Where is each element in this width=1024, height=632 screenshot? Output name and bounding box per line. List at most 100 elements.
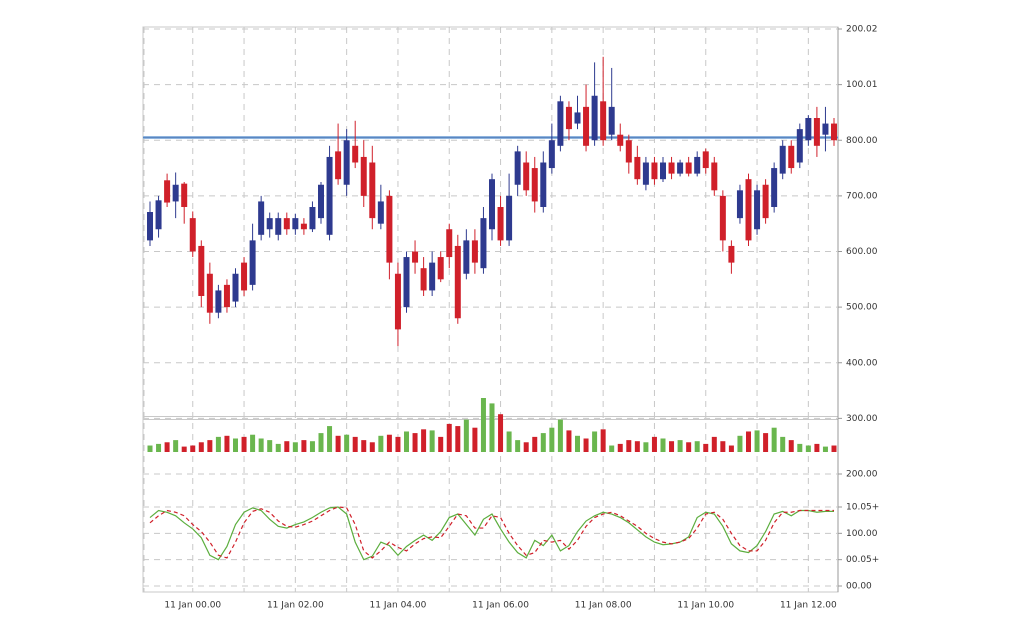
volume-bar bbox=[592, 431, 598, 452]
volume-bar bbox=[446, 423, 452, 452]
volume-bar bbox=[438, 436, 444, 452]
x-tick-label: 11 Jan 06.00 bbox=[472, 601, 529, 611]
volume-bar bbox=[421, 429, 427, 452]
x-tick-label: 11 Jan 12.00 bbox=[780, 601, 837, 611]
candle-body bbox=[292, 218, 299, 230]
volume-bar bbox=[754, 430, 760, 452]
volume-bar bbox=[575, 435, 580, 452]
y-tick-label: 100.00 bbox=[846, 529, 878, 539]
y-tick-label: 100.01 bbox=[846, 80, 878, 90]
candle-body bbox=[489, 179, 495, 230]
volume-bar bbox=[694, 441, 700, 452]
volume-bar bbox=[429, 430, 435, 452]
volume-bar bbox=[822, 446, 828, 452]
volume-bar bbox=[284, 441, 290, 452]
volume-bar bbox=[797, 443, 803, 452]
volume-bar bbox=[617, 443, 623, 452]
volume-bar bbox=[540, 433, 546, 452]
candle-body bbox=[583, 106, 590, 146]
candle-body bbox=[548, 140, 555, 169]
volume-bar bbox=[292, 442, 298, 452]
volume-bar bbox=[327, 426, 333, 452]
volume-bar bbox=[609, 445, 615, 452]
candle-body bbox=[608, 106, 615, 135]
candle-body bbox=[822, 123, 829, 135]
candle-body bbox=[318, 184, 324, 219]
volume-bar bbox=[600, 429, 606, 452]
oscillator-line bbox=[149, 506, 834, 561]
volume-bar bbox=[634, 441, 640, 452]
candle-body bbox=[215, 290, 222, 313]
candle-body bbox=[728, 245, 735, 263]
y-tick-label: 400.00 bbox=[846, 358, 878, 368]
candle-body bbox=[206, 273, 213, 313]
candle-body bbox=[719, 195, 726, 241]
volume-bar bbox=[566, 430, 572, 452]
volume-bar bbox=[472, 427, 478, 452]
oscillator-line bbox=[149, 506, 834, 559]
volume-bar bbox=[626, 440, 632, 452]
y-tick-label: 10.05+ bbox=[846, 503, 879, 513]
candle-body bbox=[446, 229, 453, 258]
candle-body bbox=[189, 218, 196, 252]
y-tick-label: 300.00 bbox=[846, 414, 878, 424]
volume-bar bbox=[301, 440, 307, 452]
candle-body bbox=[258, 201, 265, 235]
volume-bar bbox=[506, 431, 512, 452]
candle-body bbox=[326, 156, 333, 235]
volume-bar bbox=[643, 442, 649, 452]
candle-body bbox=[386, 195, 393, 263]
candle-body bbox=[660, 162, 666, 180]
candle-body bbox=[651, 162, 658, 180]
volume-bar bbox=[190, 445, 196, 452]
candle-body bbox=[377, 201, 384, 224]
volume-bar bbox=[814, 443, 820, 452]
volume-bar bbox=[557, 419, 563, 452]
volume-bar bbox=[515, 440, 521, 452]
volume-bar bbox=[309, 441, 315, 452]
candle-body bbox=[223, 284, 230, 308]
candle-body bbox=[394, 273, 401, 330]
candle-body bbox=[805, 118, 812, 141]
volume-bar bbox=[352, 436, 358, 452]
y-tick-label: 00.00 bbox=[846, 582, 872, 592]
volume-bar bbox=[686, 442, 692, 452]
candle-body bbox=[831, 123, 837, 141]
candle-body bbox=[779, 145, 786, 174]
candle-body bbox=[574, 112, 581, 124]
x-tick-label: 11 Jan 00.00 bbox=[164, 601, 221, 611]
candle-body bbox=[412, 251, 419, 263]
candle-body bbox=[668, 162, 675, 174]
candle-body bbox=[531, 168, 538, 202]
volume-bar bbox=[224, 435, 230, 452]
candle-body bbox=[506, 195, 513, 241]
candle-body bbox=[514, 151, 521, 185]
candle-body bbox=[181, 183, 188, 207]
y-tick-label: 600.00 bbox=[846, 247, 878, 257]
candle-body bbox=[694, 156, 701, 174]
candle-body bbox=[685, 162, 692, 174]
volume-bar bbox=[258, 438, 264, 452]
candle-body bbox=[711, 162, 718, 191]
volume-bar bbox=[181, 446, 187, 452]
candle-body bbox=[335, 151, 342, 180]
candle-body bbox=[702, 151, 709, 169]
candle-body bbox=[634, 156, 641, 180]
volume-bar bbox=[412, 433, 418, 452]
candle-body bbox=[557, 101, 564, 146]
volume-bar bbox=[173, 440, 179, 452]
volume-bar bbox=[275, 443, 281, 452]
candle-body bbox=[147, 212, 153, 241]
candle-body bbox=[591, 95, 598, 141]
volume-bar bbox=[746, 431, 751, 452]
volume-bar bbox=[250, 434, 256, 452]
volume-bar bbox=[344, 434, 350, 452]
volume-bar bbox=[788, 440, 794, 452]
volume-bar bbox=[207, 440, 213, 452]
candle-body bbox=[164, 180, 171, 203]
candle-body bbox=[813, 118, 820, 146]
y-tick-label: 00.05+ bbox=[846, 555, 879, 565]
candle-body bbox=[745, 179, 752, 241]
volume-bar bbox=[215, 436, 221, 452]
